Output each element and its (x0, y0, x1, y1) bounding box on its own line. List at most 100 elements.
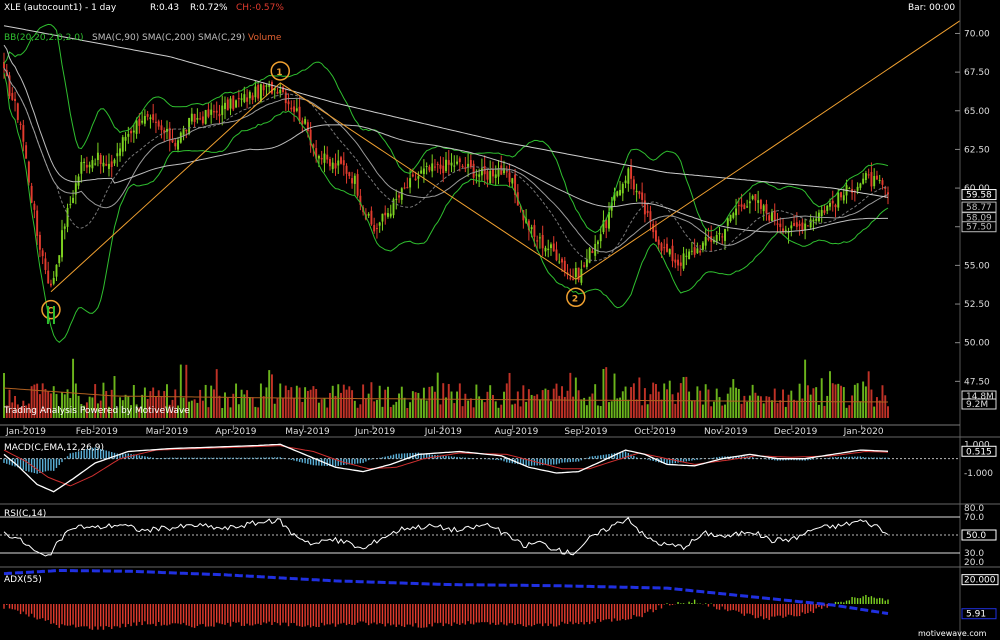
volume-bar (417, 392, 420, 418)
candle-body (356, 174, 359, 196)
volume-average-line (3, 387, 888, 403)
volume-bar (254, 406, 257, 418)
volume-bar (588, 396, 591, 418)
macd-line (3, 443, 889, 493)
volume-bar (621, 391, 624, 418)
candle-body (127, 133, 130, 137)
candle-body (433, 166, 436, 168)
candle-body (643, 200, 646, 215)
volume-bar (610, 401, 613, 418)
volume-bar (177, 405, 180, 418)
price-tick-label: 62.50 (964, 145, 990, 155)
price-tick-label: 50.00 (964, 339, 990, 349)
price-tag-label: 58.77 (966, 203, 992, 213)
candle-body (14, 98, 17, 102)
candle-body (679, 262, 682, 266)
volume-bar (558, 395, 561, 418)
volume-bar (525, 401, 528, 418)
candle-body (480, 168, 483, 176)
candle-body (765, 204, 768, 214)
candle-body (273, 88, 276, 91)
volume-bar (287, 390, 290, 418)
volume-bar (284, 385, 287, 418)
volume-bar (580, 399, 583, 418)
candle-body (293, 106, 296, 112)
volume-bar (596, 405, 599, 418)
volume-bar (179, 364, 182, 418)
macd-panel: 1.000 -1.000 0.515 (0, 436, 1000, 493)
volume-bar (514, 403, 517, 418)
volume-bar (124, 394, 127, 418)
candle-body (27, 161, 30, 183)
volume-bar (795, 400, 798, 418)
volume-bar (726, 393, 729, 418)
sma90-line (3, 44, 888, 233)
volume-bar (530, 394, 533, 418)
candle-body (301, 120, 304, 124)
volume-bar (309, 389, 312, 418)
volume-bar (345, 389, 348, 418)
candle-body (55, 264, 58, 277)
price-tick-label: 65.00 (964, 107, 990, 117)
candle-body (699, 250, 702, 253)
volume-bar (389, 407, 392, 418)
candle-body (108, 163, 110, 169)
volume-bar (773, 388, 776, 418)
candle-body (119, 148, 121, 156)
volume-bar (804, 359, 807, 418)
candle-body (58, 255, 61, 264)
candle-body (746, 206, 749, 208)
candle-body (110, 161, 113, 167)
candle-body (3, 62, 5, 69)
volume-bar (69, 397, 72, 418)
candle-body (530, 227, 533, 230)
candle-body (69, 204, 72, 206)
volume-bar (721, 405, 724, 418)
candle-body (436, 163, 439, 165)
volume-bar (163, 391, 166, 418)
candle-body (182, 128, 185, 136)
volume-bar (616, 398, 619, 418)
volume-bar (817, 404, 820, 418)
candle-body (776, 223, 779, 225)
volume-bar (19, 407, 22, 418)
candle-body (494, 174, 497, 178)
volume-bar (77, 395, 80, 418)
candle-body (486, 171, 489, 180)
candle-body (793, 223, 796, 226)
volume-bar (248, 397, 251, 418)
volume-bar (809, 394, 812, 418)
candle-body (762, 205, 765, 212)
volume-bar (295, 385, 298, 418)
volume-bar (887, 406, 889, 418)
volume-tag-label: 14.8M (966, 392, 994, 402)
volume-bar (143, 387, 146, 418)
candle-body (881, 180, 884, 185)
volume-bar (348, 386, 351, 418)
footer-brand: motivewave.com (918, 629, 987, 638)
bb-legend: BB(20,20,2.0,2.0) (4, 33, 83, 43)
candle-body (72, 197, 75, 203)
volume-bar (536, 394, 539, 418)
candle-body (439, 164, 442, 169)
candle-body (420, 170, 423, 174)
volume-bar (801, 398, 804, 418)
volume-bar (207, 407, 210, 418)
rsi-tick-label: 20.0 (964, 558, 984, 568)
wave-label-C: C (47, 307, 54, 317)
candle-body (16, 103, 19, 120)
time-tick-label: Jul-2019 (424, 427, 462, 437)
volume-bar (494, 401, 497, 418)
candle-body (218, 113, 221, 117)
volume-bar (433, 391, 436, 418)
candle-body (704, 236, 707, 246)
candle-body (887, 192, 889, 195)
price-tag-box (961, 201, 997, 213)
candle-body (815, 218, 818, 221)
volume-bar (174, 389, 177, 418)
volume-bar (453, 403, 456, 418)
volume-bar (643, 388, 646, 418)
price-tick-label: 52.50 (964, 300, 990, 310)
volume-bar (96, 403, 99, 418)
price-tag-box (961, 221, 997, 233)
